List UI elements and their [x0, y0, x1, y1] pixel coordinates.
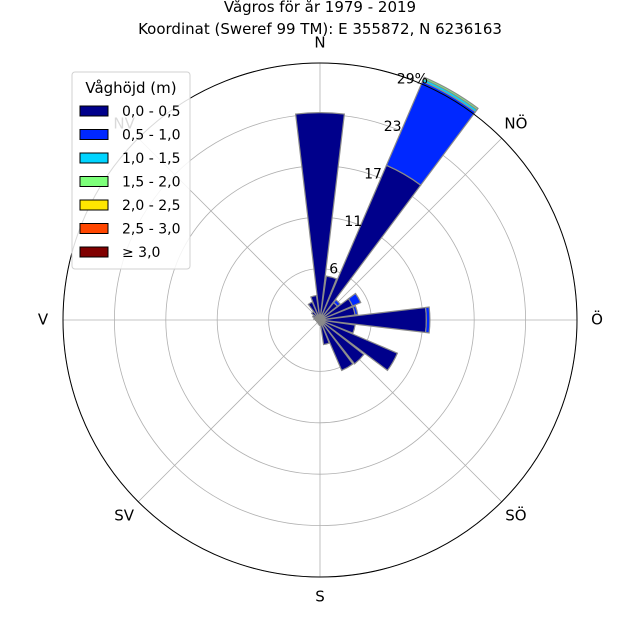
grid-spoke [137, 319, 321, 503]
direction-label: N [314, 34, 325, 52]
sector-bar-segment [319, 319, 399, 372]
polar-frame [62, 62, 578, 578]
sector-bar-segment [319, 319, 365, 365]
legend-swatch [79, 199, 109, 211]
sector-bar-segment [424, 306, 431, 334]
direction-label: V [38, 311, 49, 329]
sector-bar-segment [319, 319, 330, 346]
direction-label: S [315, 588, 325, 606]
sector-bars [294, 76, 479, 372]
radial-tick-label: 29% [397, 72, 428, 88]
legend-swatch [79, 176, 109, 187]
legend-label: 1,5 - 2,0 [122, 175, 180, 191]
legend-swatch [79, 152, 109, 164]
radial-tick-label: 6 [329, 262, 338, 278]
legend-label: 1,0 - 1,5 [122, 151, 180, 167]
legend-swatch [79, 105, 109, 117]
sector-bar-segment [422, 76, 479, 111]
legend-swatch [79, 129, 109, 140]
legend-title: Våghöjd (m) [85, 79, 176, 97]
radial-tick-label: 17 [364, 167, 382, 183]
sector-bar-segment [294, 112, 346, 321]
sector-bar-segment [310, 294, 321, 321]
radial-tick-label: 11 [344, 214, 362, 230]
chart-subtitle: Koordinat (Sweref 99 TM): E 355872, N 62… [138, 20, 502, 38]
legend-swatch [79, 246, 109, 258]
legend-label: 0,0 - 0,5 [122, 104, 180, 120]
sector-bar-segment [352, 305, 359, 316]
radial-tick-labels: 6 11 17 23 29% [329, 72, 428, 278]
legend-label: 2,5 - 3,0 [122, 222, 180, 238]
sector-bar-segment [332, 298, 342, 308]
direction-label: Ö [591, 310, 603, 329]
direction-label: SÖ [505, 505, 526, 524]
legend-frame [71, 71, 191, 270]
legend-label: 2,0 - 2,5 [122, 198, 180, 214]
grid-spoke [319, 137, 503, 321]
legend-label: 0,5 - 1,0 [122, 128, 180, 144]
sector-bar-segment [319, 319, 354, 372]
direction-label: NÖ [504, 114, 527, 133]
legend-entries: 0,0 - 0,5 0,5 - 1,0 1,0 - 1,5 1,5 - 2,0 2,0 … [79, 104, 180, 261]
chart-title: Vågros för år 1979 - 2019 [224, 0, 416, 16]
direction-label: SV [114, 506, 135, 524]
radial-tick-label: 23 [384, 119, 402, 135]
sector-bar-segment [347, 292, 362, 307]
legend-label: ≥ 3,0 [122, 245, 160, 261]
legend-swatch [79, 223, 109, 234]
legend: Våghöjd (m) 0,0 - 0,5 0,5 - 1,0 1,0 - 1,5 1… [71, 71, 191, 270]
